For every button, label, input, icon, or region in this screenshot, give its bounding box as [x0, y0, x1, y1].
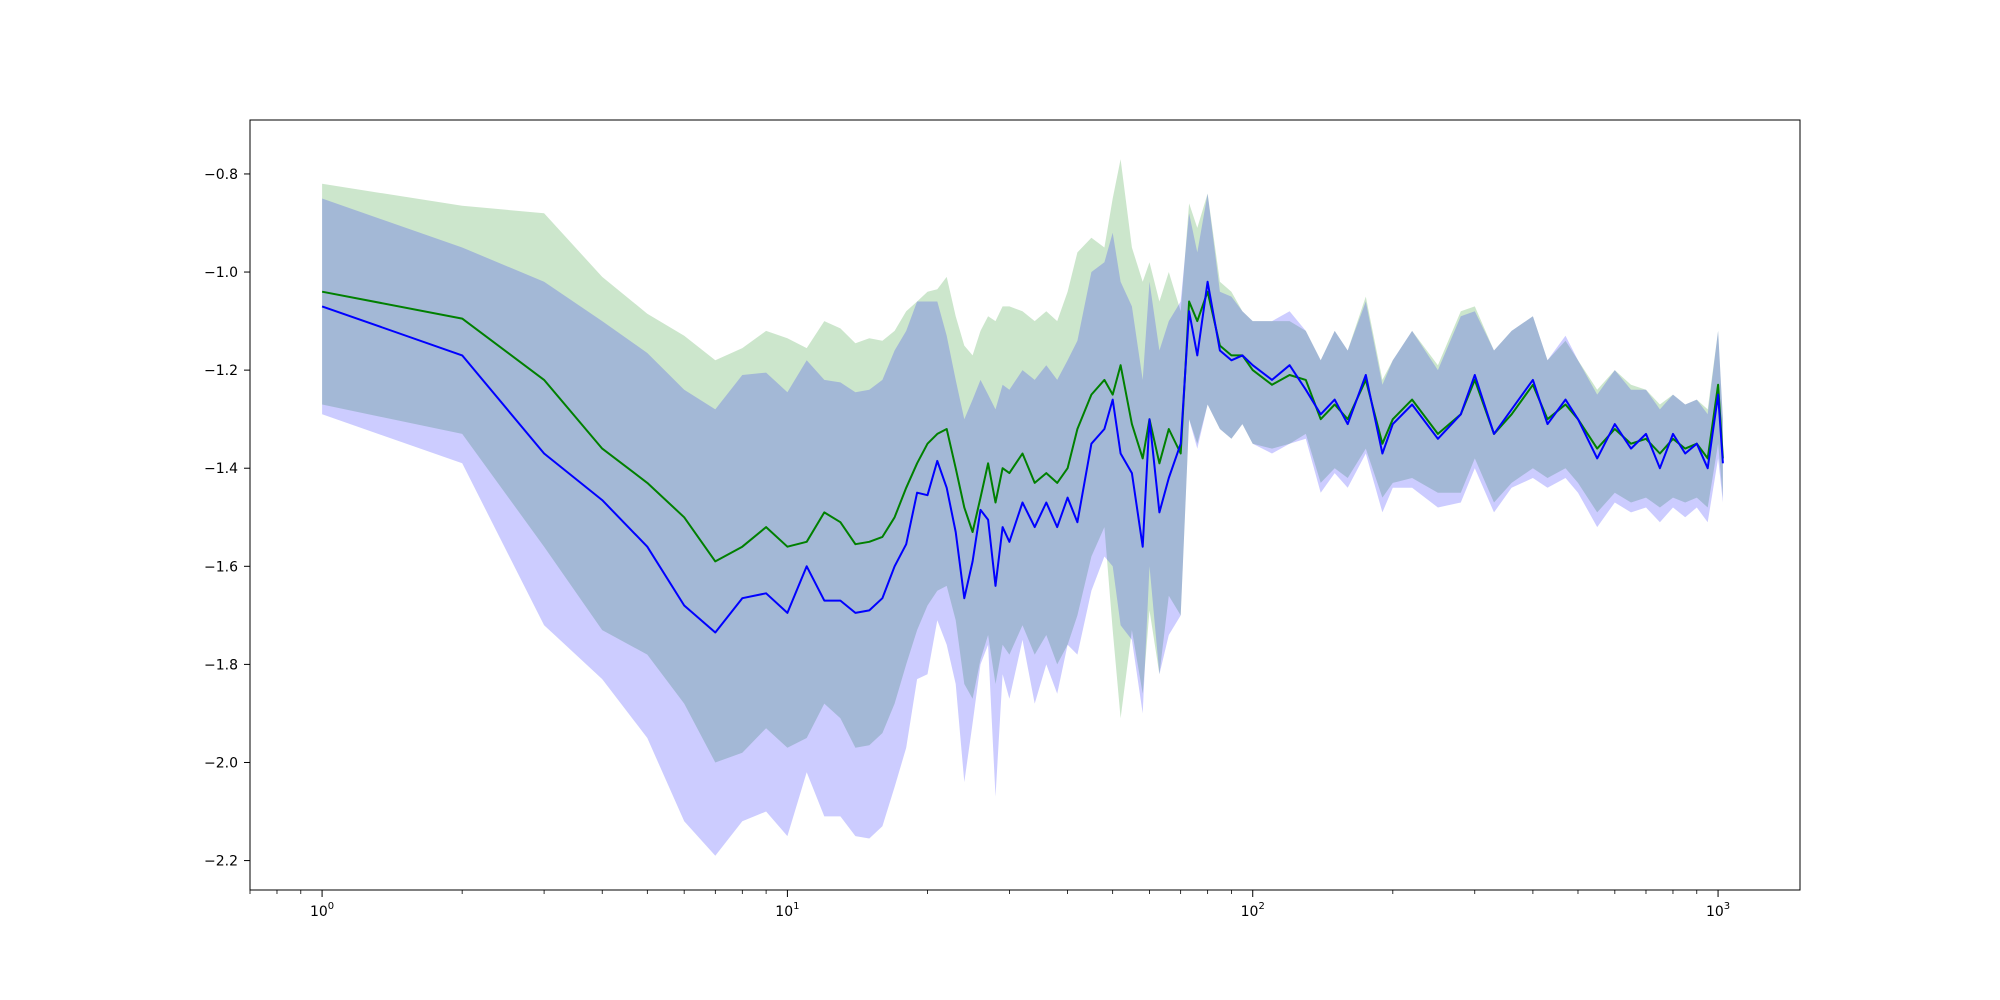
plot-frame	[249, 119, 1801, 891]
y-tick-label: −2.0	[204, 755, 238, 771]
x-tick-label: 102	[1241, 901, 1265, 920]
line-series-2	[321, 280, 1724, 634]
x-tick-label: 101	[775, 901, 799, 920]
y-tick-label: −1.6	[204, 559, 238, 575]
y-tick-label: −1.4	[204, 461, 238, 477]
y-tick-label: −0.8	[204, 167, 238, 183]
x-tick-label: 100	[310, 901, 334, 920]
y-tick-label: −2.2	[204, 854, 238, 870]
band-series-1	[322, 159, 1723, 763]
y-axis: −0.8 −1.0 −1.2 −1.4 −1.6 −1.8 −2.0 −2.2	[204, 167, 250, 870]
series-lines	[321, 280, 1724, 634]
confidence-bands	[322, 159, 1723, 856]
y-tick-label: −1.8	[204, 657, 238, 673]
y-tick-label: −1.2	[204, 363, 238, 379]
x-axis: 100 101 102 103	[249, 890, 1730, 920]
x-tick-label: 103	[1706, 901, 1730, 920]
y-tick-label: −1.0	[204, 265, 238, 281]
band-series-2	[322, 193, 1723, 856]
